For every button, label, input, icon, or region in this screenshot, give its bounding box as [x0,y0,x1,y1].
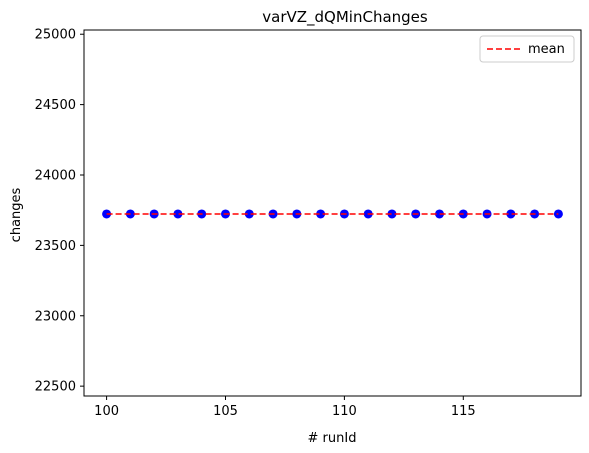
x-axis-label: # runId [308,431,357,446]
legend-mean-label: mean [528,42,565,57]
y-tick-label: 23500 [35,239,76,254]
data-point [387,209,397,219]
y-tick-label: 23000 [35,309,76,324]
plot-area [102,209,563,219]
x-tick-label: 105 [213,404,238,419]
y-tick-label: 24500 [35,98,76,113]
axes-frame [83,29,582,397]
chart-title: varVZ_dQMinChanges [262,8,428,27]
x-axis: 100 105 110 115 [94,396,476,419]
data-point [316,209,326,219]
y-tick-label: 24000 [35,168,76,183]
data-point [244,209,254,219]
x-tick-label: 110 [332,404,357,419]
legend: mean [479,35,575,63]
data-point [506,209,516,219]
y-axis-label: changes [9,187,24,242]
y-tick-label: 22500 [35,380,76,395]
y-axis: 22500 23000 23500 24000 24500 25000 [35,28,84,395]
y-tick-label: 25000 [35,28,76,43]
x-tick-label: 100 [94,404,119,419]
data-point [173,209,183,219]
legend-box [479,35,575,63]
x-tick-label: 115 [451,404,476,419]
data-point [435,209,445,219]
